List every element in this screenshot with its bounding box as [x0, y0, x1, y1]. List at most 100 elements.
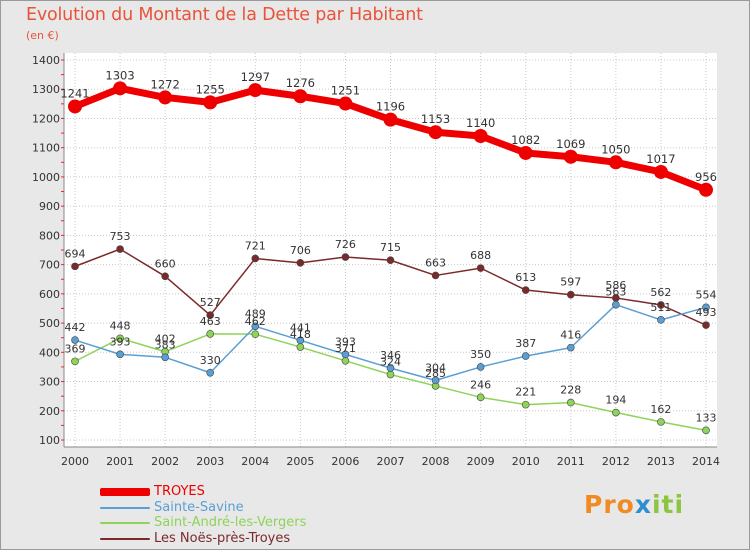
- data-point: [206, 368, 215, 377]
- y-tick-label: 400: [39, 346, 60, 359]
- data-point: [566, 290, 575, 299]
- data-point: [476, 393, 485, 402]
- data-point: [383, 112, 398, 127]
- data-point: [386, 370, 395, 379]
- x-tick-label: 2003: [196, 455, 224, 468]
- proxiti-logo: Proxiti: [584, 490, 684, 519]
- data-point: [521, 352, 530, 360]
- data-point: [113, 81, 128, 96]
- data-point: [158, 90, 173, 105]
- x-tick-label: 2000: [61, 455, 89, 468]
- data-point: [431, 271, 440, 280]
- data-label: 133: [696, 411, 717, 424]
- x-tick-label: 2005: [286, 455, 314, 468]
- series-les-no-s-pr-s-troyes: [71, 245, 710, 329]
- data-label: 688: [470, 249, 491, 262]
- data-label: 369: [65, 342, 86, 355]
- data-label: 402: [155, 333, 176, 346]
- data-point: [341, 253, 350, 261]
- data-point: [563, 149, 578, 164]
- data-point: [521, 286, 530, 294]
- data-label: 1255: [196, 82, 225, 96]
- data-label: 350: [470, 348, 491, 361]
- data-label: 1276: [286, 76, 315, 90]
- x-tick-label: 2010: [512, 455, 540, 468]
- chart-unit: (en €): [26, 29, 59, 42]
- data-label: 706: [290, 244, 311, 257]
- y-tick-label: 100: [39, 434, 60, 447]
- data-point: [608, 155, 623, 170]
- y-tick-label: 700: [39, 259, 60, 272]
- legend-swatch: [100, 522, 150, 524]
- legend-label: Saint-André-les-Vergers: [154, 515, 307, 530]
- data-point: [206, 330, 215, 338]
- data-label: 330: [200, 354, 221, 367]
- data-label: 493: [696, 306, 717, 319]
- data-label: 346: [380, 349, 401, 362]
- data-label: 1303: [105, 68, 134, 82]
- x-tick-label: 2012: [602, 455, 630, 468]
- data-point: [251, 254, 260, 263]
- y-tick-label: 1200: [32, 112, 60, 125]
- data-point: [657, 301, 665, 309]
- data-point: [116, 334, 124, 343]
- data-label: 448: [110, 319, 131, 332]
- data-point: [518, 145, 533, 160]
- legend-swatch: [100, 488, 150, 496]
- y-tick-label: 800: [39, 229, 60, 242]
- data-point: [116, 245, 124, 253]
- data-point: [657, 316, 665, 324]
- data-point: [116, 350, 124, 359]
- logo-part-2: x: [634, 490, 652, 519]
- data-point: [341, 356, 350, 365]
- data-label: 554: [696, 288, 717, 301]
- data-point: [431, 376, 440, 385]
- data-label: 246: [470, 378, 491, 391]
- data-label: 324: [380, 356, 401, 369]
- data-point: [296, 336, 305, 345]
- x-tick-label: 2008: [422, 455, 450, 468]
- data-point: [341, 350, 350, 359]
- x-tick-label: 2014: [692, 455, 720, 468]
- legend-swatch: [100, 537, 150, 540]
- data-label: 228: [560, 384, 581, 397]
- data-label: 441: [290, 321, 311, 334]
- data-label: 726: [335, 238, 356, 251]
- y-tick-label: 1100: [32, 142, 60, 155]
- data-label: 1082: [511, 133, 540, 147]
- data-label: 1140: [466, 116, 495, 130]
- x-tick-label: 2007: [377, 455, 405, 468]
- data-point: [428, 125, 443, 140]
- data-label: 371: [335, 342, 356, 355]
- data-point: [293, 89, 308, 104]
- data-point: [653, 164, 668, 179]
- data-point: [612, 408, 620, 417]
- data-label: 956: [695, 170, 717, 184]
- data-label: 721: [245, 239, 266, 252]
- data-point: [702, 426, 710, 435]
- data-point: [161, 272, 169, 281]
- data-label: 383: [155, 338, 176, 351]
- data-label: 1153: [421, 112, 450, 126]
- data-point: [699, 182, 713, 197]
- data-label: 418: [290, 328, 311, 341]
- y-tick-label: 1400: [32, 54, 60, 67]
- data-point: [657, 418, 665, 426]
- series-troyes: [68, 81, 713, 197]
- data-label: 527: [200, 296, 221, 309]
- legend-label: Sainte-Savine: [154, 499, 244, 515]
- data-label: 1241: [60, 86, 89, 100]
- chart-title: Evolution du Montant de la Dette par Hab…: [26, 5, 423, 25]
- data-label: 660: [155, 257, 176, 270]
- data-label: 1272: [151, 77, 180, 91]
- series-sainte-savine: [71, 300, 710, 385]
- data-label: 694: [65, 247, 86, 260]
- data-label: 1069: [556, 137, 585, 151]
- data-point: [521, 400, 530, 409]
- data-point: [386, 256, 395, 265]
- y-tick-label: 600: [39, 288, 60, 301]
- legend-label: Les Noës-près-Troyes: [154, 530, 291, 546]
- data-label: 416: [560, 329, 581, 342]
- data-label: 393: [335, 335, 356, 348]
